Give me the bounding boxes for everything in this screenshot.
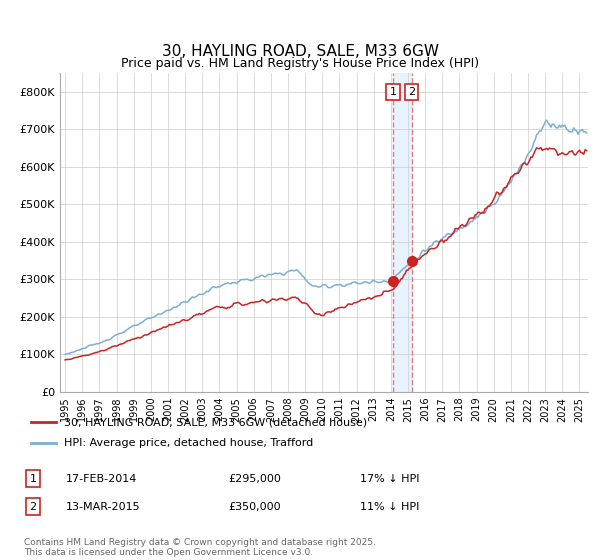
Text: £350,000: £350,000 [228,502,281,512]
Text: HPI: Average price, detached house, Trafford: HPI: Average price, detached house, Traf… [64,438,313,448]
Text: 1: 1 [29,474,37,484]
Text: Price paid vs. HM Land Registry's House Price Index (HPI): Price paid vs. HM Land Registry's House … [121,57,479,70]
Text: £295,000: £295,000 [228,474,281,484]
Text: 11% ↓ HPI: 11% ↓ HPI [360,502,419,512]
Text: 17-FEB-2014: 17-FEB-2014 [66,474,137,484]
Text: 2: 2 [29,502,37,512]
Text: 17% ↓ HPI: 17% ↓ HPI [360,474,419,484]
Text: 13-MAR-2015: 13-MAR-2015 [66,502,140,512]
Text: 2: 2 [408,87,415,97]
Text: 1: 1 [389,87,397,97]
Bar [393,73,412,392]
Text: Contains HM Land Registry data © Crown copyright and database right 2025.
This d: Contains HM Land Registry data © Crown c… [24,538,376,557]
Text: 30, HAYLING ROAD, SALE, M33 6GW: 30, HAYLING ROAD, SALE, M33 6GW [161,44,439,59]
Text: 30, HAYLING ROAD, SALE, M33 6GW (detached house): 30, HAYLING ROAD, SALE, M33 6GW (detache… [64,417,367,427]
